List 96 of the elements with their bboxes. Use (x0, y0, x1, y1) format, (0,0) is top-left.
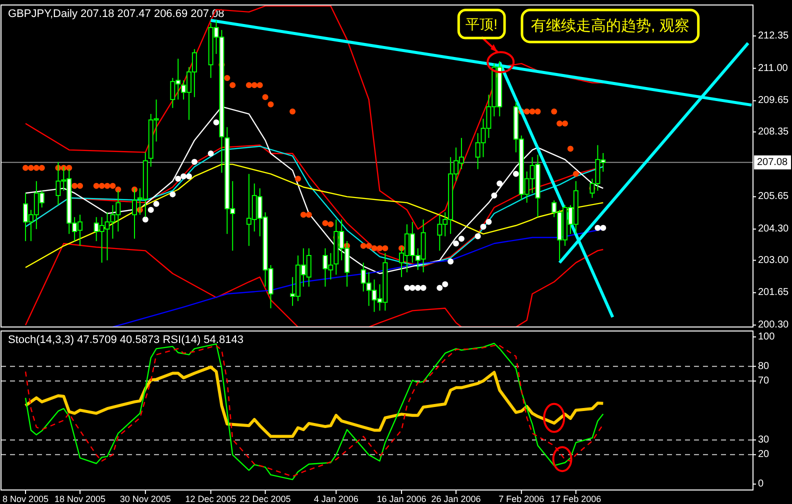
x-tick-label: 26 Jan 2006 (431, 494, 481, 504)
point (551, 108, 558, 115)
point (534, 108, 541, 115)
x-tick-label: 22 Dec 2005 (240, 494, 291, 504)
point (262, 94, 268, 100)
y-tick-label: 203.00 (758, 254, 790, 266)
y-tick-label: 100 (758, 331, 776, 342)
point (562, 120, 568, 127)
point (224, 74, 230, 81)
point (376, 245, 383, 252)
line-series (24, 164, 604, 268)
x-tick-label: 30 Nov 2005 (120, 494, 171, 504)
point (290, 108, 296, 115)
point (409, 284, 416, 291)
point (104, 182, 110, 189)
x-tick-label: 16 Jan 2006 (376, 494, 426, 504)
point (366, 242, 372, 249)
x-tick-label: 4 Jan 2006 (314, 494, 358, 504)
ref-line-label: 207.08 (757, 156, 788, 168)
point (306, 212, 312, 218)
point (496, 180, 503, 187)
point (491, 192, 498, 199)
y-tick-label: 80 (758, 360, 770, 372)
point (93, 182, 100, 189)
y-tick-label: 200.30 (758, 320, 790, 331)
point (486, 218, 492, 225)
point (246, 82, 252, 88)
point (512, 170, 519, 177)
line-series (24, 366, 605, 438)
point (572, 170, 579, 177)
point (38, 164, 45, 171)
point (328, 221, 334, 228)
point (33, 164, 40, 171)
x-tick-label: 8 Nov 2005 (2, 494, 49, 504)
point (567, 146, 574, 152)
point (300, 212, 306, 218)
point (480, 224, 486, 230)
point (230, 82, 236, 88)
point (382, 245, 388, 252)
y-tick-label: 209.65 (758, 95, 790, 106)
point (442, 281, 448, 288)
annotation: 平顶! (466, 16, 498, 32)
point (28, 164, 34, 171)
point (600, 224, 606, 231)
point (453, 240, 460, 246)
point (268, 101, 274, 108)
y-tick-label: 211.00 (758, 62, 788, 74)
point (556, 120, 563, 127)
point (191, 158, 198, 165)
point (436, 284, 443, 291)
point (22, 164, 29, 171)
y-tick-label: 208.35 (758, 126, 790, 138)
point (404, 284, 410, 291)
point (186, 173, 192, 180)
point (529, 108, 536, 115)
point (110, 182, 116, 189)
point (148, 206, 154, 213)
point (594, 224, 601, 231)
point (66, 164, 72, 171)
point (360, 242, 366, 249)
point (371, 245, 378, 252)
point (98, 182, 105, 189)
annotation: 有继续走高的趋势, 观察 (531, 18, 690, 34)
point (115, 186, 122, 193)
point (474, 233, 481, 240)
y-tick-label: 30 (758, 434, 770, 446)
point (170, 191, 176, 198)
point (77, 182, 84, 189)
point (294, 176, 301, 182)
y-tick-label: 205.65 (758, 191, 790, 202)
point (524, 108, 530, 115)
x-tick-label: 7 Feb 2006 (498, 494, 544, 504)
point (322, 220, 328, 226)
y-tick-label: 201.65 (758, 287, 790, 298)
point (213, 119, 220, 126)
point (256, 82, 263, 88)
point (458, 236, 464, 242)
point (208, 150, 214, 157)
point (414, 284, 421, 291)
point (448, 258, 454, 264)
y-tick-label: 20 (758, 449, 770, 460)
point (180, 173, 187, 180)
y-tick-label: 204.30 (758, 224, 790, 235)
point (72, 182, 78, 189)
x-tick-label: 17 Feb 2006 (550, 494, 602, 504)
y-tick-label: 212.35 (758, 30, 790, 42)
x-tick-label: 12 Dec 2005 (185, 494, 236, 504)
point (251, 82, 258, 88)
y-tick-label: 70 (758, 376, 770, 387)
point (142, 216, 148, 223)
point (153, 200, 160, 207)
point (175, 176, 182, 182)
y-tick-label: 0 (758, 478, 764, 490)
chart-title: Stoch(14,3,3) 47.5709 40.5873 RSI(14) 54.8143 (8, 334, 244, 346)
point (420, 284, 426, 291)
x-tick-label: 18 Nov 2005 (54, 494, 106, 504)
